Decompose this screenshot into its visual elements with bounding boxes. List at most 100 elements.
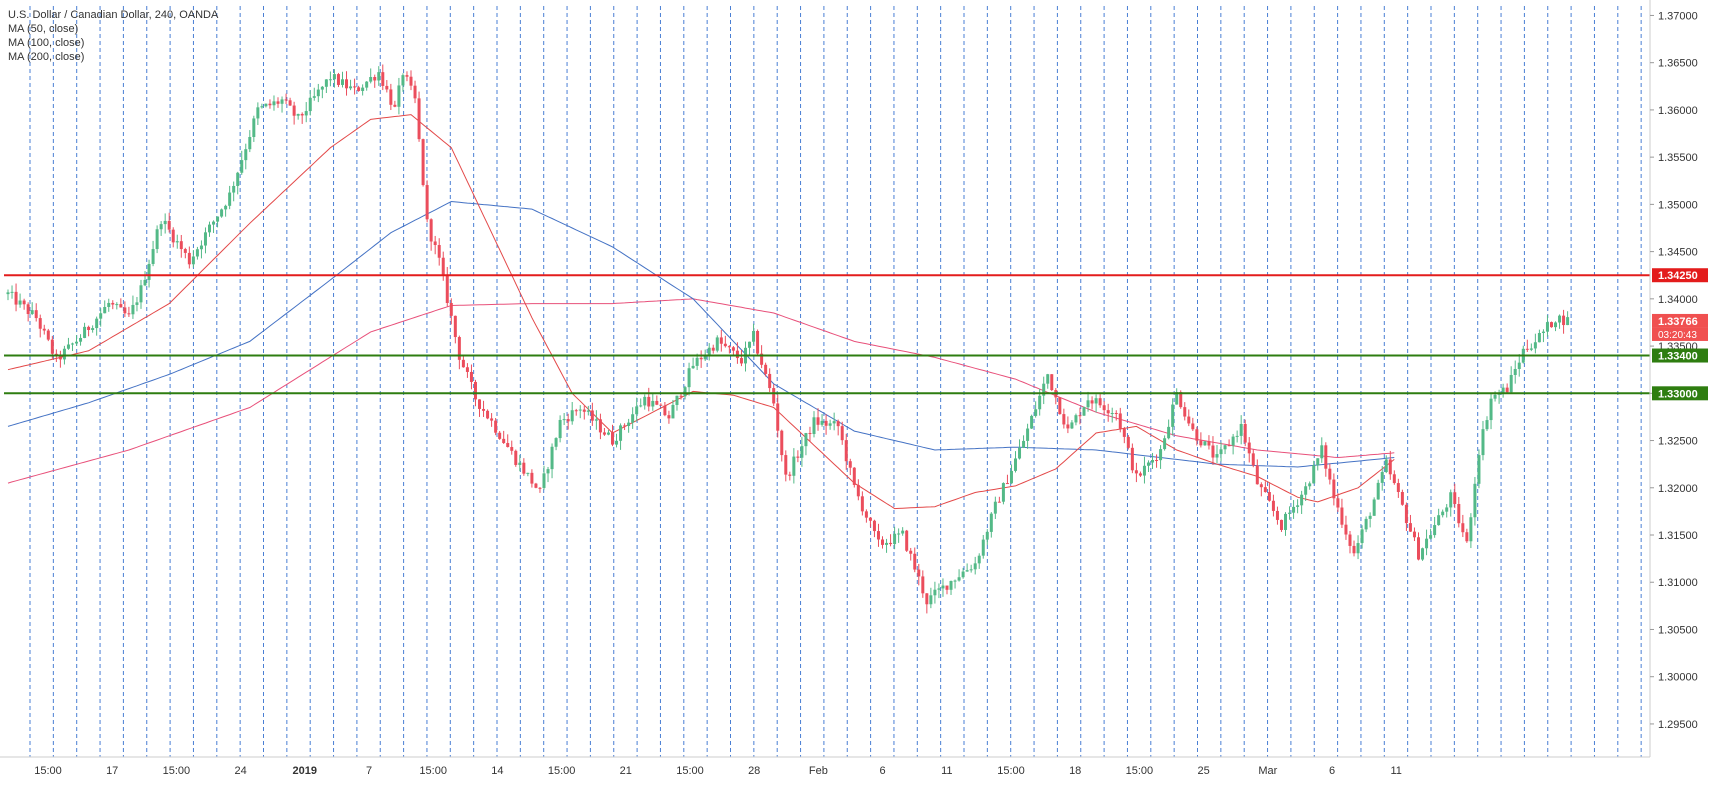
legend-ma50: MA (50, close) — [8, 23, 79, 35]
candle — [224, 204, 228, 217]
candle-body — [66, 344, 70, 349]
candle-body — [99, 313, 103, 319]
candle-body — [784, 455, 788, 475]
candle-body — [917, 569, 921, 577]
candle — [1058, 397, 1062, 415]
candle-body — [876, 531, 880, 540]
candle — [651, 393, 655, 411]
candle — [1473, 476, 1477, 526]
candle-body — [397, 85, 401, 107]
candle-body — [6, 292, 10, 295]
candle — [1106, 403, 1110, 422]
candle — [373, 74, 377, 88]
candle — [872, 519, 876, 538]
candle-body — [494, 420, 498, 433]
candle-body — [345, 79, 349, 89]
candle-body — [240, 160, 244, 173]
candle — [1445, 504, 1449, 518]
candle-body — [453, 315, 457, 338]
candle-body — [961, 571, 965, 578]
candle-body — [606, 432, 610, 435]
candle — [1336, 493, 1340, 512]
candle-body — [1022, 440, 1026, 448]
candle-body — [820, 420, 824, 425]
candle — [917, 563, 921, 586]
candle — [760, 345, 764, 369]
candle — [1082, 406, 1086, 416]
candle — [1308, 481, 1312, 490]
candle — [941, 578, 945, 597]
candle-body — [1094, 398, 1098, 404]
candle-body — [18, 300, 22, 305]
candle — [546, 466, 550, 483]
candle-body — [300, 113, 304, 116]
candle-body — [155, 229, 159, 250]
candle-body — [1082, 407, 1086, 416]
x-tick-label: 21 — [620, 765, 632, 777]
candle — [1368, 512, 1372, 528]
candle — [526, 472, 530, 477]
candle-body — [1324, 445, 1328, 469]
candle — [1142, 456, 1146, 484]
candle-body — [941, 585, 945, 589]
candle — [1352, 540, 1356, 557]
candle-body — [1034, 409, 1038, 416]
candle — [1517, 354, 1521, 377]
candle-body — [1191, 423, 1195, 430]
candle — [1469, 513, 1473, 549]
candle-body — [1336, 498, 1340, 508]
candle — [1275, 506, 1279, 525]
candle — [1203, 441, 1207, 446]
candle — [1453, 483, 1457, 509]
candle-body — [42, 328, 46, 331]
candle — [1392, 470, 1396, 485]
candle — [324, 79, 328, 93]
candle — [248, 130, 252, 153]
candle-body — [292, 105, 296, 116]
candle — [1562, 309, 1566, 334]
candle — [812, 411, 816, 438]
candle — [429, 218, 433, 251]
candle-body — [635, 406, 639, 415]
candle — [26, 302, 30, 322]
candle — [1441, 509, 1445, 518]
candle — [1417, 532, 1420, 561]
candle — [1159, 445, 1163, 469]
candle — [361, 84, 365, 96]
candle-body — [1211, 445, 1215, 458]
candle-body — [1368, 515, 1372, 519]
candle-body — [1417, 537, 1420, 560]
candle — [1328, 463, 1332, 485]
candle — [1340, 498, 1344, 528]
candle — [1155, 454, 1159, 468]
candle-body — [457, 337, 461, 360]
candle-body — [1142, 465, 1146, 476]
candle-body — [623, 425, 627, 427]
candle-body — [401, 75, 405, 86]
candle-body — [1489, 398, 1493, 421]
candle — [691, 357, 695, 369]
candle — [1477, 449, 1481, 489]
candle-body — [949, 580, 953, 590]
candle-body — [836, 421, 840, 427]
candle — [260, 103, 264, 109]
candle-body — [1304, 486, 1308, 495]
candle-body — [582, 409, 586, 412]
candle-body — [675, 395, 679, 405]
candle — [1376, 479, 1380, 500]
candle-body — [1042, 383, 1046, 396]
candle — [598, 413, 602, 440]
candle-body — [224, 205, 228, 210]
candle-body — [691, 365, 695, 369]
candle-body — [1078, 415, 1082, 417]
candle — [1243, 419, 1247, 447]
candle-body — [695, 357, 699, 366]
candle — [864, 509, 868, 523]
candle-body — [832, 421, 836, 424]
candle — [147, 259, 151, 288]
candle — [320, 85, 324, 99]
x-tick-label: 15:00 — [676, 765, 704, 777]
candle — [1118, 407, 1122, 433]
candle-body — [320, 86, 324, 90]
candle — [643, 394, 647, 410]
